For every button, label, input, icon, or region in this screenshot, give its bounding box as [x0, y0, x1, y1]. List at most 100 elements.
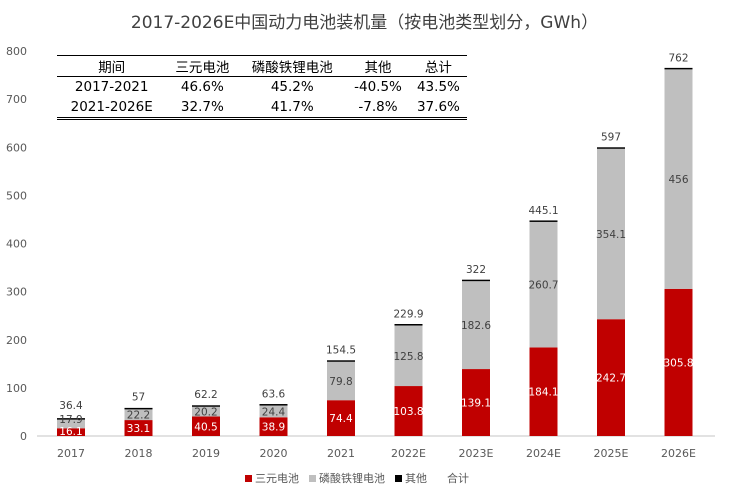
- total-label: 597: [601, 132, 621, 144]
- table-cell: 2021-2026E: [70, 99, 153, 115]
- data-label: 242.7: [596, 373, 626, 385]
- cagr-table: 期间 三元电池 磷酸铁锂电池 其他 总计 2017-2021 46.6% 45.…: [57, 55, 467, 120]
- bar-segment: [394, 324, 423, 326]
- table-cell: -40.5%: [354, 79, 402, 95]
- bar-segment: [259, 417, 288, 436]
- data-label: 184.1: [528, 387, 558, 399]
- table-header-row: 期间 三元电池 磷酸铁锂电池 其他 总计: [57, 55, 467, 77]
- bar-segment: [462, 281, 490, 370]
- bar-segment: [394, 386, 423, 436]
- legend: 三元电池 磷酸铁锂电池 其他 合计: [245, 470, 469, 486]
- x-tick-label: 2022E: [391, 447, 426, 460]
- data-label: 40.5: [194, 421, 217, 433]
- bar-segment: [664, 67, 693, 70]
- x-tick-label: 2018: [125, 447, 153, 460]
- data-label: 125.8: [393, 351, 423, 363]
- x-tick-label: 2026E: [661, 447, 696, 460]
- bar-segment: [597, 147, 625, 149]
- total-label: 57: [132, 392, 145, 404]
- bar-segment: [57, 428, 85, 436]
- total-label: 36.4: [59, 400, 83, 412]
- legend-swatch: [245, 474, 252, 482]
- x-tick-label: 2019: [192, 447, 220, 460]
- bar-segment: [664, 69, 693, 289]
- table-cell: 32.7%: [180, 99, 224, 115]
- bar-segment: [259, 404, 288, 406]
- data-label: 456: [668, 174, 688, 186]
- y-tick-label: 200: [6, 334, 27, 347]
- x-tick-label: 2023E: [459, 447, 494, 460]
- data-label: 22.2: [127, 410, 150, 422]
- bar-segment: [597, 148, 625, 320]
- total-label: 445.1: [528, 205, 558, 217]
- data-label: 103.8: [393, 406, 423, 418]
- bar-segment: [529, 220, 558, 222]
- chart-title: 2017-2026E中国动力电池装机量（按电池类型划分，GWh）: [130, 13, 599, 33]
- y-tick-label: 800: [6, 45, 27, 58]
- total-label: 322: [466, 264, 486, 276]
- legend-label: 三元电池: [255, 472, 299, 485]
- bar-segment: [124, 420, 153, 436]
- total-label: 62.2: [194, 389, 217, 401]
- bar-segment: [192, 405, 220, 407]
- data-label: 74.4: [329, 413, 353, 425]
- data-label: 79.8: [329, 376, 352, 388]
- total-label: 154.5: [326, 345, 356, 357]
- table-cell: -7.8%: [358, 99, 398, 115]
- bar-segment: [597, 319, 625, 436]
- data-label: 139.1: [461, 398, 491, 410]
- data-label: 17.9: [59, 414, 82, 426]
- data-label: 20.2: [194, 407, 217, 419]
- table-header: 其他: [364, 60, 392, 76]
- bar-segment: [664, 288, 693, 436]
- bar-segment: [462, 369, 490, 436]
- table-cell: 45.2%: [270, 79, 314, 95]
- table-row: 2021-2026E 32.7% 41.7% -7.8% 37.6%: [57, 97, 467, 119]
- bar-segment: [529, 347, 558, 436]
- legend-swatch: [437, 475, 444, 482]
- bar-segment: [124, 409, 153, 421]
- total-label: 762: [668, 52, 688, 64]
- bar-segment: [192, 406, 220, 417]
- total-label: 229.9: [393, 308, 423, 320]
- total-label: 63.6: [262, 388, 286, 400]
- legend-item: 合计: [437, 470, 469, 486]
- data-label: 182.6: [461, 320, 491, 332]
- table-header: 三元电池: [175, 60, 230, 76]
- table-cell: 43.5%: [416, 79, 460, 95]
- y-tick-label: 100: [6, 382, 27, 395]
- data-label: 38.9: [262, 422, 285, 434]
- x-tick-label: 2024E: [526, 447, 561, 460]
- data-label: 260.7: [528, 280, 558, 292]
- data-label: 24.4: [262, 406, 286, 418]
- bar-segment: [327, 360, 355, 362]
- table-cell: 37.6%: [416, 99, 460, 115]
- y-tick-label: 400: [6, 238, 27, 251]
- legend-item: 三元电池: [245, 470, 299, 486]
- bar-segment: [394, 325, 423, 387]
- data-label: 16.1: [59, 426, 82, 438]
- bar-segment: [327, 361, 355, 401]
- x-tick-label: 2017: [57, 447, 85, 460]
- y-tick-label: 0: [20, 430, 27, 443]
- legend-item: 其他: [395, 470, 427, 486]
- bar-segment: [259, 405, 288, 418]
- table-header: 总计: [424, 60, 452, 76]
- table-header: 磷酸铁锂电池: [251, 60, 333, 76]
- legend-label: 合计: [447, 472, 469, 485]
- legend-label: 磷酸铁锂电池: [319, 472, 385, 485]
- bar-segment: [124, 407, 153, 410]
- table-cell: 2017-2021: [74, 79, 149, 95]
- legend-swatch: [309, 474, 316, 482]
- bar-segment: [462, 279, 490, 282]
- table-cell: 46.6%: [180, 79, 224, 95]
- bar-segment: [192, 416, 220, 436]
- bar-segment: [57, 419, 85, 429]
- data-label: 305.8: [663, 357, 693, 369]
- bar-segment: [327, 400, 355, 436]
- bar-segment: [57, 418, 85, 420]
- y-tick-label: 500: [6, 189, 27, 202]
- legend-item: 磷酸铁锂电池: [309, 470, 385, 486]
